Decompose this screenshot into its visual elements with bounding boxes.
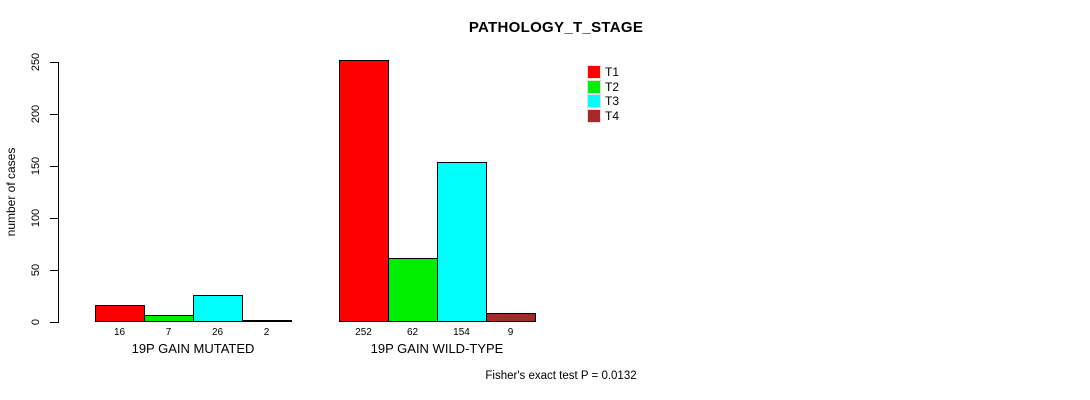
y-tick	[50, 270, 58, 271]
legend-label: T3	[605, 94, 620, 108]
bar	[339, 59, 389, 322]
legend-swatch	[588, 109, 600, 122]
legend-label: T1	[605, 65, 620, 79]
bar-value-label: 9	[507, 327, 514, 338]
bar	[95, 305, 145, 322]
legend-swatch	[588, 80, 600, 93]
y-tick-label: 150	[30, 156, 42, 176]
category-label: 19P GAIN WILD-TYPE	[370, 341, 504, 356]
legend-swatch	[588, 66, 600, 78]
bar-value-label: 2	[263, 327, 270, 338]
y-tick	[50, 62, 58, 63]
bar-value-label: 252	[355, 327, 372, 338]
y-axis-line	[58, 62, 59, 323]
bar	[486, 312, 536, 322]
y-tick	[50, 166, 58, 167]
y-tick-label: 100	[30, 208, 42, 228]
legend-label: T4	[605, 108, 620, 123]
bar-value-label: 7	[165, 327, 172, 338]
y-tick-label: 250	[30, 52, 42, 72]
bar-value-label: 62	[406, 327, 419, 338]
bar-value-label: 16	[113, 327, 126, 338]
y-tick	[50, 322, 58, 323]
bar	[193, 294, 243, 322]
bar-value-label: 154	[453, 327, 470, 338]
y-tick	[50, 114, 58, 115]
y-axis-label: number of cases	[4, 147, 18, 237]
bar	[437, 161, 487, 322]
bar	[242, 319, 292, 322]
legend-label: T2	[605, 79, 620, 94]
y-tick-label: 0	[30, 318, 42, 326]
y-tick-label: 200	[30, 104, 42, 124]
bar	[144, 314, 194, 322]
y-tick-label: 50	[30, 263, 42, 277]
fisher-test-note: Fisher's exact test P = 0.0132	[485, 370, 637, 382]
bar-value-label: 26	[211, 327, 224, 338]
y-tick	[50, 218, 58, 219]
legend-swatch	[588, 95, 600, 107]
category-label: 19P GAIN MUTATED	[131, 341, 255, 356]
chart-title: PATHOLOGY_T_STAGE	[468, 19, 644, 36]
bar	[388, 257, 438, 322]
